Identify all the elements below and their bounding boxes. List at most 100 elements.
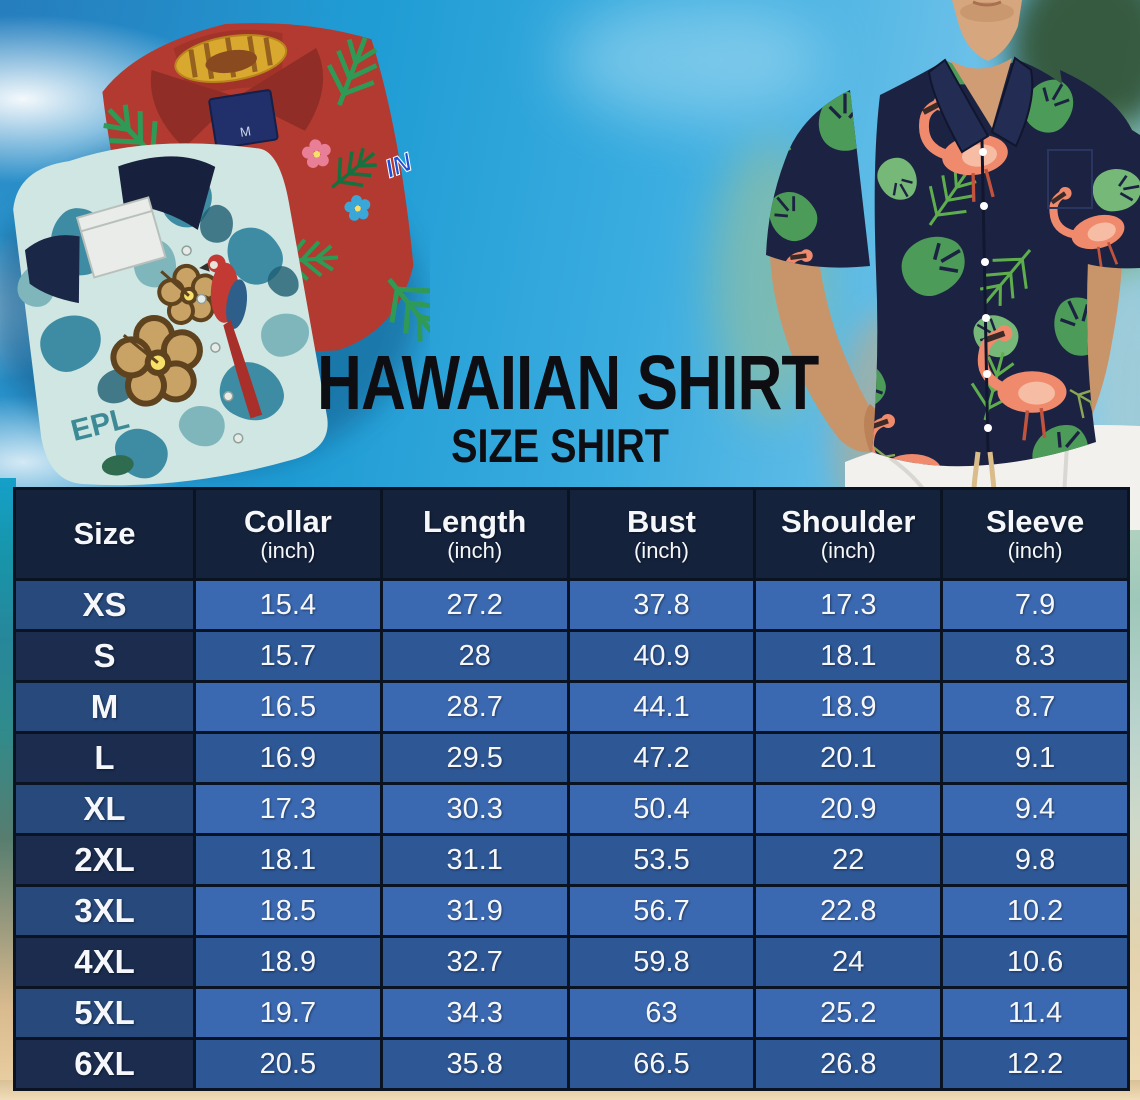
beach-background-left [0, 478, 16, 1100]
size-cell: 5XL [13, 986, 196, 1040]
table-row-xl: XL 17.3 30.3 50.4 20.9 9.4 [13, 782, 1130, 836]
value-cell: 63 [566, 986, 757, 1040]
column-unit: (inch) [820, 537, 876, 563]
value-cell: 9.4 [940, 782, 1130, 836]
parrot-print [199, 254, 263, 419]
column-header-bust: Bust (inch) [566, 487, 757, 581]
column-label: Sleeve [985, 503, 1085, 539]
size-tag [208, 89, 279, 150]
column-header-sleeve: Sleeve (inch) [940, 487, 1130, 581]
value-cell: 17.3 [193, 782, 383, 836]
value-cell: 19.7 [193, 986, 383, 1040]
value-cell: 15.7 [193, 629, 383, 683]
table-row-3xl: 3XL 18.5 31.9 56.7 22.8 10.2 [13, 884, 1130, 938]
value-cell: 9.8 [940, 833, 1130, 887]
value-cell: 20.5 [193, 1037, 383, 1091]
value-cell: 16.5 [193, 680, 383, 734]
value-cell: 9.1 [940, 731, 1130, 785]
table-row-s: S 15.7 28 40.9 18.1 8.3 [13, 629, 1130, 683]
cloud [560, 0, 820, 120]
value-cell: 17.3 [753, 578, 944, 632]
value-cell: 22 [753, 833, 944, 887]
value-cell: 31.1 [379, 833, 570, 887]
value-cell: 56.7 [566, 884, 757, 938]
table-row-6xl: 6XL 20.5 35.8 66.5 26.8 12.2 [13, 1037, 1130, 1091]
folded-shirts-photo: M IN [0, 23, 430, 488]
column-unit: (inch) [1007, 537, 1063, 563]
value-cell: 18.1 [193, 833, 383, 887]
value-cell: 30.3 [379, 782, 570, 836]
value-cell: 25.2 [753, 986, 944, 1040]
teal-hawaiian-shirt: EPL [11, 143, 328, 488]
value-cell: 7.9 [940, 578, 1130, 632]
column-label: Size [73, 515, 136, 551]
size-cell: XL [13, 782, 196, 836]
value-cell: 16.9 [193, 731, 383, 785]
title-block: HAWAIIAN SHIRT SIZE SHIRT [290, 339, 830, 473]
column-unit: (inch) [633, 537, 689, 563]
value-cell: 11.4 [940, 986, 1130, 1040]
page-subtitle: SIZE SHIRT [451, 418, 669, 473]
table-row-2xl: 2XL 18.1 31.1 53.5 22 9.8 [13, 833, 1130, 887]
size-cell: M [13, 680, 196, 734]
column-label: Bust [627, 503, 696, 539]
column-header-size: Size [13, 487, 196, 581]
value-cell: 27.2 [379, 578, 570, 632]
value-cell: 8.3 [940, 629, 1130, 683]
size-cell: 2XL [13, 833, 196, 887]
value-cell: 15.4 [193, 578, 383, 632]
value-cell: 10.6 [940, 935, 1130, 989]
value-cell: 28 [379, 629, 570, 683]
value-cell: 40.9 [566, 629, 757, 683]
value-cell: 53.5 [566, 833, 757, 887]
value-cell: 12.2 [940, 1037, 1130, 1091]
size-chart-table: Size Collar (inch) Length (inch) Bust (inch) Sh… [13, 487, 1130, 1091]
value-cell: 66.5 [566, 1037, 757, 1091]
size-cell: XS [13, 578, 196, 632]
value-cell: 59.8 [566, 935, 757, 989]
value-cell: 20.9 [753, 782, 944, 836]
column-label: Length [423, 503, 527, 539]
model-neck [952, 0, 1022, 61]
value-cell: 28.7 [379, 680, 570, 734]
size-cell: S [13, 629, 196, 683]
value-cell: 44.1 [566, 680, 757, 734]
size-chart-body: XS 15.4 27.2 37.8 17.3 7.9 S 15.7 28 40.9 18.1 8.3 M… [13, 578, 1130, 1091]
table-row-4xl: 4XL 18.9 32.7 59.8 24 10.6 [13, 935, 1130, 989]
value-cell: 18.9 [753, 680, 944, 734]
size-cell: 3XL [13, 884, 196, 938]
value-cell: 22.8 [753, 884, 944, 938]
value-cell: 24 [753, 935, 944, 989]
size-cell: 4XL [13, 935, 196, 989]
table-row-xs: XS 15.4 27.2 37.8 17.3 7.9 [13, 578, 1130, 632]
value-cell: 32.7 [379, 935, 570, 989]
size-tag-label: M [239, 123, 252, 140]
column-label: Shoulder [781, 503, 916, 539]
value-cell: 31.9 [379, 884, 570, 938]
value-cell: 29.5 [379, 731, 570, 785]
shirt-pocket [1047, 149, 1093, 209]
value-cell: 20.1 [753, 731, 944, 785]
value-cell: 50.4 [566, 782, 757, 836]
table-row-m: M 16.5 28.7 44.1 18.9 8.7 [13, 680, 1130, 734]
size-cell: 6XL [13, 1037, 196, 1091]
model-photo [766, 0, 1140, 530]
value-cell: 35.8 [379, 1037, 570, 1091]
value-cell: 18.9 [193, 935, 383, 989]
value-cell: 37.8 [566, 578, 757, 632]
value-cell: 26.8 [753, 1037, 944, 1091]
beach-background-right [1126, 478, 1140, 1100]
column-header-collar: Collar (inch) [193, 487, 383, 581]
size-cell: L [13, 731, 196, 785]
column-unit: (inch) [447, 537, 503, 563]
value-cell: 34.3 [379, 986, 570, 1040]
size-chart-header: Size Collar (inch) Length (inch) Bust (inch) Sh… [13, 487, 1130, 581]
bird-print [101, 455, 134, 476]
value-cell: 18.5 [193, 884, 383, 938]
value-cell: 47.2 [566, 731, 757, 785]
column-header-shoulder: Shoulder (inch) [753, 487, 944, 581]
chest-pocket [75, 196, 167, 279]
value-cell: 18.1 [753, 629, 944, 683]
page-title: HAWAIIAN SHIRT [317, 339, 819, 426]
